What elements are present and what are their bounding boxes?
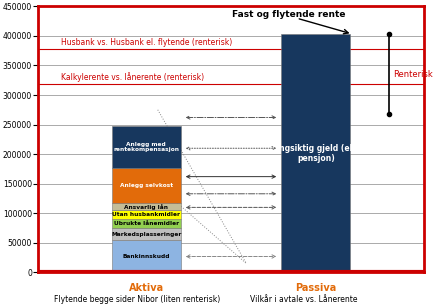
Text: Kalkylerente vs. lånerente (renterisk): Kalkylerente vs. lånerente (renterisk) [61, 72, 204, 82]
Text: Utan husbankmidler: Utan husbankmidler [112, 212, 180, 217]
Bar [111, 228, 180, 240]
Bar [111, 210, 180, 219]
Text: Ansvarlig lån: Ansvarlig lån [124, 204, 168, 210]
Text: Bankinnskudd: Bankinnskudd [122, 254, 170, 259]
Bar [111, 219, 180, 228]
Bar [111, 240, 180, 272]
Bar [280, 34, 350, 272]
Text: Flytende begge sider Nibor (liten renterisk): Flytende begge sider Nibor (liten renter… [53, 295, 219, 304]
Bar [111, 168, 180, 203]
Text: Markedsplasseringer: Markedsplasseringer [111, 232, 181, 237]
Text: Renterisk: Renterisk [392, 70, 431, 78]
Text: Ubrukte lånemidler: Ubrukte lånemidler [113, 221, 178, 226]
Text: Husbank vs. Husbank el. flytende (renterisk): Husbank vs. Husbank el. flytende (renter… [61, 37, 232, 47]
Text: Anlegg med
rentekompensasjon: Anlegg med rentekompensasjon [113, 142, 179, 153]
Text: Anlegg selvkost: Anlegg selvkost [120, 183, 173, 188]
Text: Aktiva: Aktiva [128, 283, 163, 293]
Bar [111, 203, 180, 210]
Text: Passiva: Passiva [294, 283, 336, 293]
Bar [111, 126, 180, 168]
Text: Langsiktig gjeld (eks.
pensjon): Langsiktig gjeld (eks. pensjon) [268, 143, 361, 163]
Text: Fast og flytende rente: Fast og flytende rente [232, 10, 345, 19]
Text: Vilkår i avtale vs. Lånerente: Vilkår i avtale vs. Lånerente [250, 295, 357, 304]
